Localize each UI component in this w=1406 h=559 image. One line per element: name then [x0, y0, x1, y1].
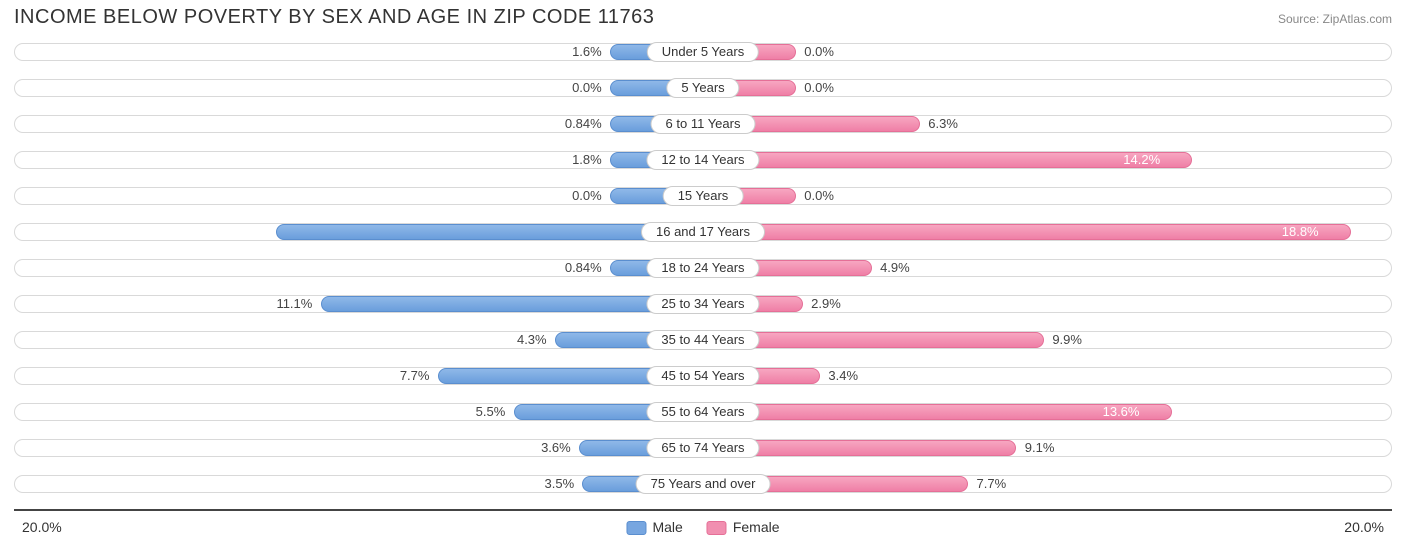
category-label: 75 Years and over	[636, 474, 771, 494]
chart-container: INCOME BELOW POVERTY BY SEX AND AGE IN Z…	[0, 0, 1406, 559]
male-value: 0.84%	[565, 259, 602, 277]
male-value: 1.8%	[572, 151, 602, 169]
legend-male-label: Male	[652, 519, 682, 535]
category-label: 16 and 17 Years	[641, 222, 765, 242]
chart-row: 7.7% 3.4% 45 to 54 Years	[14, 360, 1392, 392]
female-bar	[703, 152, 1192, 168]
female-value: 2.9%	[811, 295, 841, 313]
category-label: 6 to 11 Years	[651, 114, 756, 134]
female-value: 7.7%	[977, 475, 1007, 493]
female-value: 6.3%	[928, 115, 958, 133]
chart-row: 1.8% 14.2% 12 to 14 Years	[14, 144, 1392, 176]
category-label: 18 to 24 Years	[646, 258, 759, 278]
category-label: 55 to 64 Years	[646, 402, 759, 422]
male-swatch	[626, 521, 646, 535]
female-bar	[703, 224, 1351, 240]
axis-max-right: 20.0%	[1344, 519, 1384, 535]
chart-row: 0.84% 4.9% 18 to 24 Years	[14, 252, 1392, 284]
female-swatch	[707, 521, 727, 535]
legend-female: Female	[707, 519, 780, 535]
chart-title: INCOME BELOW POVERTY BY SEX AND AGE IN Z…	[14, 6, 654, 29]
male-value: 11.1%	[276, 295, 312, 313]
female-value: 18.8%	[1282, 223, 1319, 241]
male-value: 7.7%	[400, 367, 430, 385]
legend-male: Male	[626, 519, 682, 535]
male-value: 0.84%	[565, 115, 602, 133]
legend-female-label: Female	[733, 519, 780, 535]
female-value: 9.1%	[1025, 439, 1055, 457]
category-label: 15 Years	[663, 186, 744, 206]
female-bar	[703, 404, 1172, 420]
category-label: 12 to 14 Years	[646, 150, 759, 170]
chart-row: 11.1% 2.9% 25 to 34 Years	[14, 288, 1392, 320]
male-bar	[276, 224, 703, 240]
chart-row: 1.6% 0.0% Under 5 Years	[14, 36, 1392, 68]
chart-row: 3.6% 9.1% 65 to 74 Years	[14, 432, 1392, 464]
chart-plot-area: 1.6% 0.0% Under 5 Years 0.0% 0.0% 5 Years 0.84…	[14, 36, 1392, 511]
male-value: 0.0%	[572, 79, 602, 97]
male-value: 3.6%	[541, 439, 571, 457]
category-label: 65 to 74 Years	[646, 438, 759, 458]
female-value: 0.0%	[804, 187, 834, 205]
chart-row: 12.4%18.8%16 and 17 Years	[14, 216, 1392, 248]
male-value: 0.0%	[572, 187, 602, 205]
female-value: 9.9%	[1052, 331, 1082, 349]
category-label: 35 to 44 Years	[646, 330, 759, 350]
chart-row: 4.3% 9.9% 35 to 44 Years	[14, 324, 1392, 356]
legend: Male Female	[626, 519, 779, 535]
category-label: Under 5 Years	[647, 42, 759, 62]
female-value: 14.2%	[1123, 151, 1160, 169]
axis-max-left: 20.0%	[22, 519, 62, 535]
female-value: 0.0%	[804, 79, 834, 97]
chart-row: 5.5% 13.6% 55 to 64 Years	[14, 396, 1392, 428]
female-value: 13.6%	[1103, 403, 1140, 421]
female-value: 0.0%	[804, 43, 834, 61]
male-value: 3.5%	[545, 475, 575, 493]
chart-row: 3.5% 7.7% 75 Years and over	[14, 468, 1392, 500]
male-value: 1.6%	[572, 43, 602, 61]
category-label: 45 to 54 Years	[646, 366, 759, 386]
chart-row: 0.0% 0.0% 15 Years	[14, 180, 1392, 212]
category-label: 5 Years	[666, 78, 739, 98]
source-label: Source: ZipAtlas.com	[1278, 12, 1392, 26]
chart-row: 0.84% 6.3% 6 to 11 Years	[14, 108, 1392, 140]
female-value: 3.4%	[828, 367, 858, 385]
chart-row: 0.0% 0.0% 5 Years	[14, 72, 1392, 104]
male-value: 4.3%	[517, 331, 547, 349]
male-value: 5.5%	[476, 403, 506, 421]
female-value: 4.9%	[880, 259, 910, 277]
category-label: 25 to 34 Years	[646, 294, 759, 314]
